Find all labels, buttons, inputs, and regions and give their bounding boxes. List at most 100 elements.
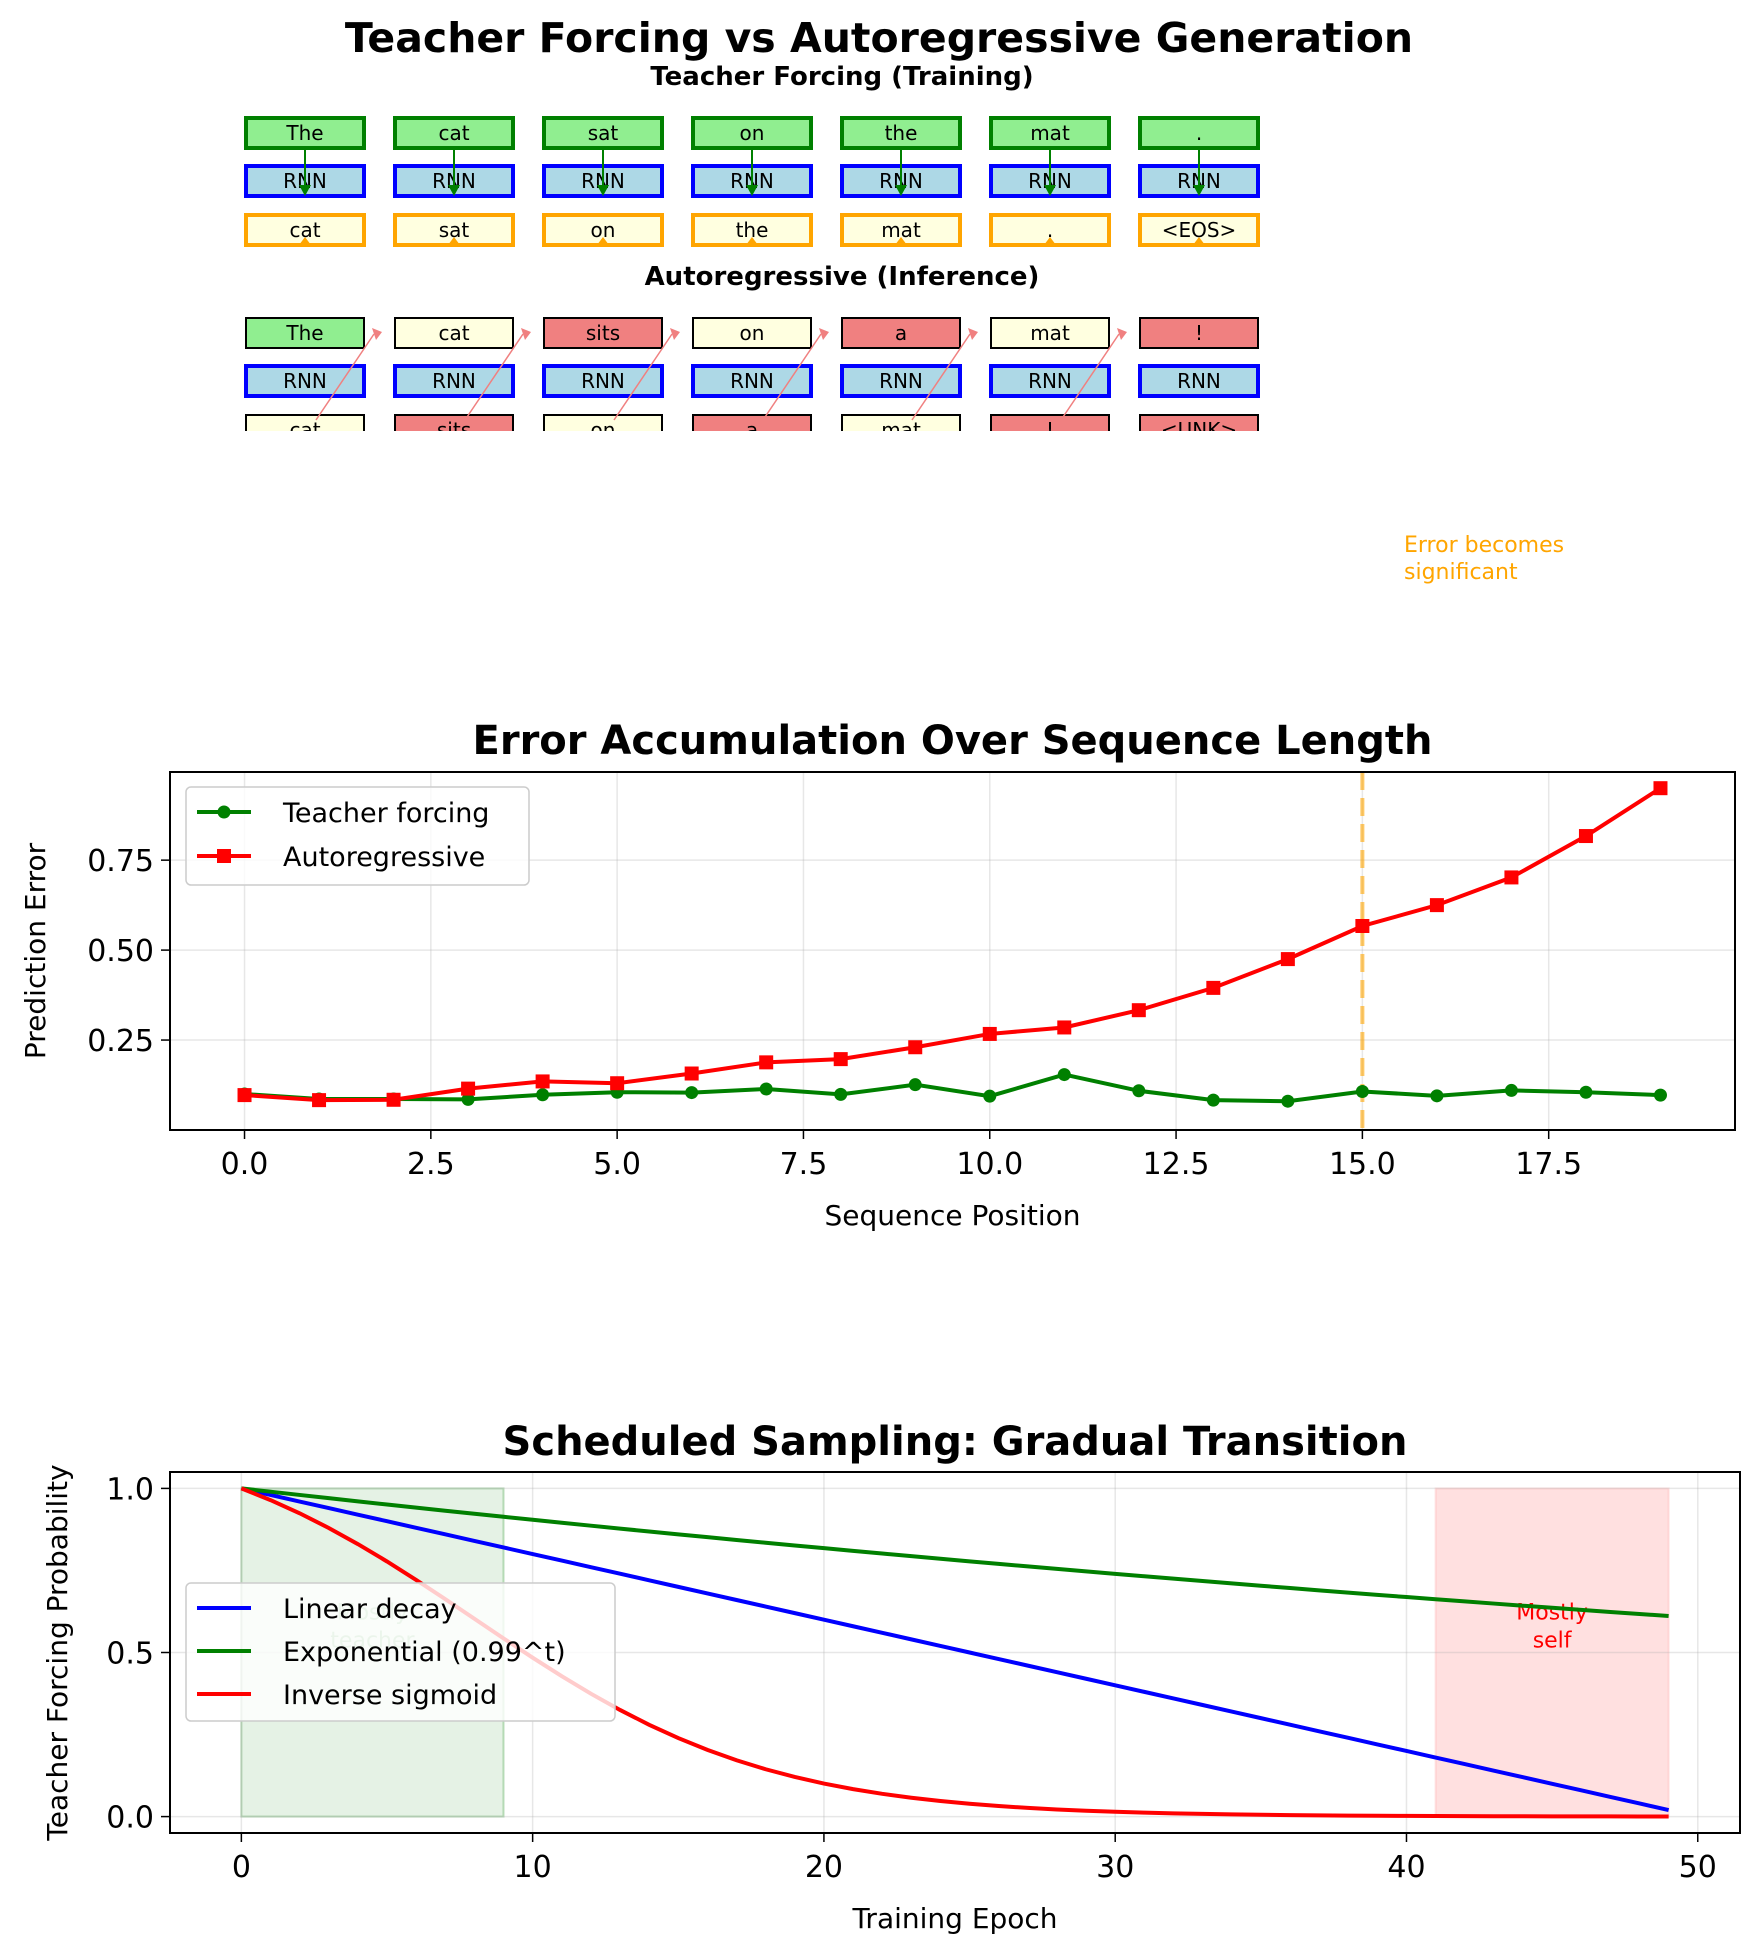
tf-output-box <box>691 213 813 247</box>
ar-output-box <box>543 414 663 431</box>
tf-arrowhead <box>1044 185 1056 196</box>
autoregressive-point <box>684 1066 699 1081</box>
autoregressive-point <box>237 1088 252 1103</box>
autoregressive-title: Autoregressive (Inference) <box>645 262 1040 292</box>
tf-out-arrowhead <box>299 237 311 245</box>
teacher-forcing-point <box>461 1092 475 1106</box>
tf-out-arrowhead <box>746 237 758 245</box>
ar-output-label: cat <box>289 418 320 442</box>
y-tick-label: 0.75 <box>87 844 154 879</box>
ar-rnn-box <box>840 364 962 398</box>
ar-rnn-box <box>691 364 813 398</box>
ar-feedback-arrowhead <box>521 328 531 340</box>
teacher-forcing-point <box>1206 1093 1220 1107</box>
ar-output-label: mat <box>881 418 921 442</box>
ar-output-label: on <box>591 418 616 442</box>
teacher-forcing-line <box>244 1072 1661 1104</box>
tf-output-label: . <box>1047 218 1053 242</box>
y-tick-label: 0.50 <box>87 934 154 969</box>
autoregressive-point <box>1131 1003 1146 1018</box>
legend-label: Inverse sigmoid <box>283 1680 497 1711</box>
teacher-forcing-point <box>834 1087 848 1101</box>
ar-rnn-box <box>393 364 515 398</box>
ar-input-box <box>543 317 663 349</box>
ar-feedback-arrowhead <box>968 328 978 340</box>
tf-out-arrowhead <box>1044 237 1056 245</box>
tf-input-box <box>691 116 813 150</box>
ar-output-box <box>990 414 1110 431</box>
ar-feedback-arrowhead <box>1117 328 1127 340</box>
autoregressive-point <box>1429 898 1444 913</box>
teacher-forcing-point <box>1430 1089 1444 1103</box>
autoregressive-diagram: The cat sits on a mat ! RNN RNN RNN RNN RNN RNN RNN ca… <box>244 317 1260 442</box>
ar-output-label: a <box>746 418 758 442</box>
ar-input-label: sits <box>586 321 620 345</box>
tf-arrowhead <box>299 185 311 196</box>
x-tick-label: 30 <box>1096 1850 1134 1885</box>
tf-out-arrowhead <box>1193 237 1205 245</box>
sequence-diagram: Teacher Forcing (Training) The cat sat on th… <box>244 62 1260 442</box>
ar-feedback-arrow <box>1060 333 1120 421</box>
teacher-forcing-point <box>1057 1068 1071 1082</box>
y-axis-label: Prediction Error <box>19 842 52 1059</box>
ar-feedback-arrow <box>464 333 524 421</box>
y-tick-label: 0.5 <box>106 1637 154 1672</box>
x-tick-label: 15.0 <box>1329 1147 1396 1182</box>
exponential-line <box>241 1486 1669 1619</box>
x-tick-label: 5.0 <box>593 1147 641 1182</box>
chart-title: Error Accumulation Over Sequence Length <box>473 718 1433 764</box>
autoregressive-point <box>1280 952 1295 967</box>
ar-output-box <box>1139 414 1259 431</box>
ar-output-box <box>692 414 812 431</box>
teacher-forcing-point <box>1132 1084 1146 1098</box>
autoregressive-point <box>1578 829 1593 844</box>
legend-label: Linear decay <box>283 1594 457 1625</box>
autoregressive-point <box>1206 980 1221 995</box>
ar-rnn-label: RNN <box>730 369 774 393</box>
ar-output-row: cat sits on a mat! <UNK> <box>245 414 1259 442</box>
legend-marker <box>217 849 231 863</box>
tf-input-label: The <box>285 121 323 145</box>
autoregressive-line <box>244 786 1662 1103</box>
scheduled-sampling-chart: MostlyteacherMostlyself010203040500.00.5… <box>41 1419 1741 1935</box>
ar-output-box <box>245 414 365 431</box>
x-axis-label: Training Epoch <box>851 1902 1057 1935</box>
tf-input-label: cat <box>438 121 469 145</box>
y-axis-label: Teacher Forcing Probability <box>41 1464 74 1841</box>
autoregressive-point <box>312 1093 327 1108</box>
self-region <box>1434 1487 1670 1818</box>
ar-input-label: The <box>285 321 323 345</box>
teacher-forcing-point <box>1653 1088 1667 1102</box>
ar-feedback-arrowhead <box>372 328 382 340</box>
tf-input-label: on <box>740 121 765 145</box>
teacher-forcing-point <box>685 1086 699 1100</box>
x-tick-label: 0.0 <box>221 1147 269 1182</box>
y-tick-label: 0.25 <box>87 1024 154 1059</box>
legend: Linear decay Exponential (0.99^t) Inverse … <box>185 1582 616 1722</box>
ar-rnn-label: RNN <box>1028 369 1072 393</box>
tf-out-arrowhead <box>895 237 907 245</box>
ar-rnn-label: RNN <box>879 369 923 393</box>
ar-rnn-label: RNN <box>432 369 476 393</box>
ar-rnn-label: RNN <box>1177 369 1221 393</box>
tf-out-arrowhead <box>448 237 460 245</box>
teacher-forcing-point <box>759 1082 773 1096</box>
ar-feedback-arrow <box>762 333 822 421</box>
legend-box <box>185 1582 616 1722</box>
ar-rnn-box <box>244 364 366 398</box>
tf-arrowhead <box>895 185 907 196</box>
ar-input-box <box>394 317 514 349</box>
ar-input-box <box>841 317 961 349</box>
legend-label: Teacher forcing <box>282 798 489 829</box>
teacher-forcing-point <box>1504 1083 1518 1097</box>
ar-rnn-box <box>989 364 1111 398</box>
ar-input-label: mat <box>1030 321 1070 345</box>
x-axis-label: Sequence Position <box>824 1199 1080 1232</box>
ar-input-box <box>245 317 365 349</box>
ar-output-box <box>841 414 961 431</box>
tf-input-box <box>989 116 1111 150</box>
x-tick-label: 20 <box>805 1850 843 1885</box>
linear-decay-line <box>240 1486 1670 1812</box>
ar-rnn-box <box>1138 364 1260 398</box>
